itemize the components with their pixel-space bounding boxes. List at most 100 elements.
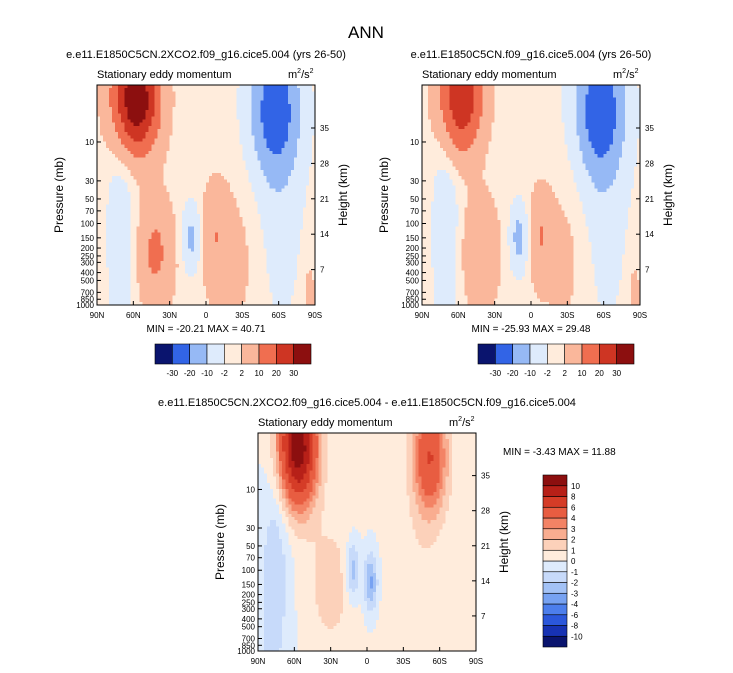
y-tick-label: 10 bbox=[410, 138, 419, 147]
x-tick-label: 90S bbox=[308, 311, 322, 320]
colorbar-swatch bbox=[542, 485, 568, 497]
min-max-stats: MIN = -3.43 MAX = 11.88 bbox=[503, 447, 616, 458]
colorbar-swatch bbox=[189, 343, 208, 365]
contour-field bbox=[258, 433, 477, 652]
x-tick-label: 90N bbox=[251, 657, 266, 666]
y2-tick-label: 28 bbox=[481, 507, 490, 516]
colorbar-swatch bbox=[542, 625, 568, 637]
colorbar-label: 30 bbox=[289, 369, 298, 378]
colorbar-swatch bbox=[599, 343, 617, 365]
colorbar-swatch bbox=[542, 571, 568, 583]
y2-axis-label: Height (km) bbox=[336, 164, 350, 226]
colorbar-swatch bbox=[542, 474, 568, 487]
colorbar: -30 -20 -10 -2 2 10 20 30 bbox=[477, 343, 635, 378]
colorbar-label: -6 bbox=[571, 611, 579, 620]
y-tick-label: 50 bbox=[410, 195, 419, 204]
panel-title: e.e11.E1850C5CN.f09_g16.cice5.004 (yrs 2… bbox=[411, 49, 652, 61]
colorbar-label: -2 bbox=[571, 579, 579, 588]
x-tick-label: 90S bbox=[633, 311, 647, 320]
y-axis-label: Pressure (mb) bbox=[52, 157, 66, 233]
panel-difference: e.e11.E1850C5CN.2XCO2.f09_g16.cice5.004 … bbox=[158, 397, 616, 666]
y-tick-label: 150 bbox=[81, 234, 95, 243]
x-tick-label: 60N bbox=[451, 311, 466, 320]
y-tick-label: 500 bbox=[242, 623, 256, 632]
colorbar-swatch bbox=[172, 343, 190, 365]
colorbar-swatch bbox=[542, 635, 568, 648]
colorbar-label: 2 bbox=[239, 369, 244, 378]
y2-tick-label: 28 bbox=[645, 159, 654, 168]
colorbar-label: 10 bbox=[578, 369, 587, 378]
colorbar-swatch bbox=[542, 560, 568, 573]
colorbar-swatch bbox=[564, 343, 583, 365]
y-tick-label: 400 bbox=[406, 269, 420, 278]
y-tick-label: 250 bbox=[81, 252, 95, 261]
y2-tick-label: 35 bbox=[645, 124, 654, 133]
colorbar-swatch bbox=[276, 343, 294, 365]
colorbar-swatch bbox=[477, 343, 496, 365]
units-label: m2/s2 bbox=[288, 68, 314, 81]
x-tick-label: 30N bbox=[323, 657, 338, 666]
y-tick-label: 400 bbox=[81, 269, 95, 278]
colorbar-label: -30 bbox=[490, 369, 502, 378]
x-tick-label: 90N bbox=[90, 311, 105, 320]
y-tick-label: 500 bbox=[406, 276, 420, 285]
colorbar-label: -30 bbox=[167, 369, 179, 378]
contour-field bbox=[422, 85, 641, 306]
min-max-stats: MIN = -25.93 MAX = 29.48 bbox=[472, 324, 591, 335]
colorbar-swatch bbox=[542, 614, 568, 626]
colorbar-swatch bbox=[581, 343, 600, 365]
colorbar-label: -4 bbox=[571, 600, 579, 609]
y2-tick-label: 14 bbox=[320, 230, 329, 239]
y-tick-label: 700 bbox=[81, 288, 95, 297]
x-tick-label: 60S bbox=[597, 311, 611, 320]
panel-title: e.e11.E1850C5CN.2XCO2.f09_g16.cice5.004 … bbox=[158, 397, 576, 409]
x-tick-label: 0 bbox=[529, 311, 534, 320]
panel-2xco2: e.e11.E1850C5CN.2XCO2.f09_g16.cice5.004 … bbox=[52, 49, 350, 378]
colorbar-swatch bbox=[512, 343, 531, 365]
colorbar-label: 20 bbox=[595, 369, 604, 378]
colorbar-swatch bbox=[241, 343, 260, 365]
colorbar-label: 2 bbox=[571, 536, 576, 545]
y-tick-label: 850 bbox=[242, 641, 256, 650]
colorbar-swatch bbox=[542, 549, 568, 562]
colorbar-swatch bbox=[206, 343, 225, 365]
y-tick-label: 500 bbox=[81, 276, 95, 285]
colorbar-label: -1 bbox=[571, 568, 579, 577]
colorbar-swatch bbox=[547, 343, 565, 365]
x-tick-label: 30N bbox=[162, 311, 177, 320]
y-tick-label: 200 bbox=[81, 244, 95, 253]
colorbar-label: -20 bbox=[184, 369, 196, 378]
y-tick-label: 300 bbox=[81, 258, 95, 267]
colorbar-label: -10 bbox=[571, 632, 583, 641]
y2-tick-label: 14 bbox=[481, 577, 490, 586]
y-tick-label: 1000 bbox=[76, 301, 94, 310]
colorbar-label: 10 bbox=[255, 369, 264, 378]
colorbar-label: 10 bbox=[571, 482, 580, 491]
y-axis-label: Pressure (mb) bbox=[377, 157, 391, 233]
y-tick-label: 850 bbox=[81, 295, 95, 304]
x-tick-label: 30N bbox=[487, 311, 502, 320]
panel-subtitle: Stationary eddy momentum bbox=[97, 69, 232, 81]
x-tick-label: 90S bbox=[469, 657, 483, 666]
x-tick-label: 30S bbox=[396, 657, 410, 666]
y-tick-label: 150 bbox=[242, 580, 256, 589]
colorbar-label: -2 bbox=[221, 369, 229, 378]
y-tick-label: 30 bbox=[85, 177, 94, 186]
colorbar-swatch bbox=[495, 343, 513, 365]
colorbar-label: -8 bbox=[571, 622, 579, 631]
y-tick-label: 100 bbox=[81, 219, 95, 228]
colorbar-swatch bbox=[542, 506, 568, 519]
colorbar-label: 20 bbox=[272, 369, 281, 378]
panel-control: e.e11.E1850C5CN.f09_g16.cice5.004 (yrs 2… bbox=[377, 49, 675, 378]
panel-title: e.e11.E1850C5CN.2XCO2.f09_g16.cice5.004 … bbox=[66, 49, 346, 61]
y-axis-label: Pressure (mb) bbox=[213, 504, 227, 580]
y2-axis-label: Height (km) bbox=[661, 164, 675, 226]
colorbar-label: 3 bbox=[571, 525, 576, 534]
x-tick-label: 30S bbox=[235, 311, 249, 320]
y-tick-label: 70 bbox=[246, 554, 255, 563]
colorbar-label: 4 bbox=[571, 514, 576, 523]
colorbar-swatch bbox=[542, 528, 568, 540]
y-tick-label: 250 bbox=[242, 598, 256, 607]
x-tick-label: 60N bbox=[287, 657, 302, 666]
colorbar-label: 6 bbox=[571, 503, 576, 512]
